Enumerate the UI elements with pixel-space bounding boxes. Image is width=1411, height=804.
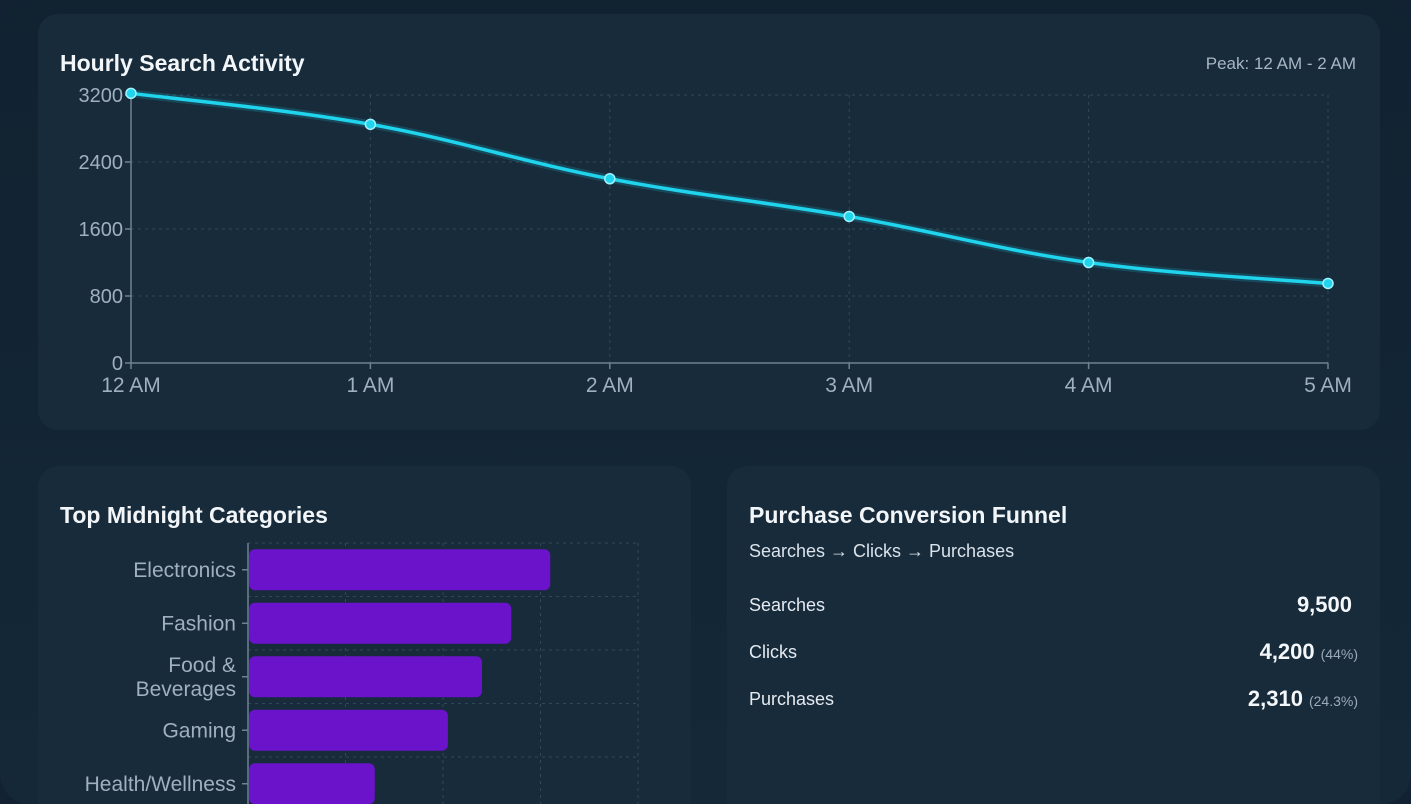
categories-title: Top Midnight Categories <box>60 502 328 528</box>
data-point <box>125 87 137 100</box>
x-tick-label: 12 AM <box>101 374 161 397</box>
hourly-search-card: Hourly Search Activity Peak: 12 AM - 2 A… <box>38 14 1380 430</box>
hourly-search-title: Hourly Search Activity <box>60 50 305 76</box>
funnel-title: Purchase Conversion Funnel <box>749 502 1068 528</box>
funnel-subtitle: Searches → Clicks → Purchases <box>749 541 1015 561</box>
y-tick-label: 1600 <box>79 219 124 241</box>
funnel-row-clicks: Clicks 4,200 (44%) <box>749 637 1358 667</box>
y-tick-label: 2400 <box>79 152 124 174</box>
x-tick-label: 3 AM <box>825 374 873 397</box>
bar <box>249 709 448 751</box>
x-tick-label: 2 AM <box>586 374 634 397</box>
funnel-row-label: Clicks <box>749 641 797 662</box>
funnel-row-purchases: Purchases 2,310 (24.3%) <box>749 684 1358 714</box>
bar <box>249 656 482 698</box>
funnel-row-label: Purchases <box>749 688 835 709</box>
y-tick-label: 3200 <box>79 85 124 107</box>
x-tick-label: 5 AM <box>1304 374 1352 397</box>
categories-bar-chart: Electronics Fashion Food & Beverages Gaming H… <box>85 542 639 804</box>
data-point <box>604 173 616 185</box>
bar <box>249 763 375 804</box>
category-label: Food & Beverages <box>136 654 236 701</box>
data-point <box>843 210 855 223</box>
funnel-row-searches: Searches 9,500 <box>749 590 1358 620</box>
category-label: Health/Wellness <box>85 773 236 796</box>
funnel-row-value: 2,310 <box>1247 686 1303 711</box>
series-line <box>130 91 1329 286</box>
series-line-glow <box>130 89 1329 288</box>
bar <box>249 602 512 644</box>
x-tick-label: 4 AM <box>1065 374 1113 397</box>
y-tick-label: 0 <box>112 353 123 375</box>
hourly-search-line-chart: 0 800 1600 2400 3200 12 AM 1 AM 2 AM 3 AM 4 AM 5 A… <box>79 85 1352 397</box>
data-point <box>1322 277 1334 290</box>
categories-card: Top Midnight Categories Electronics Fashi… <box>38 466 691 804</box>
category-label: Gaming <box>162 719 236 742</box>
funnel-row-label: Searches <box>749 594 826 615</box>
funnel-row-value: 9,500 <box>1296 592 1352 617</box>
peak-label: Peak: 12 AM - 2 AM <box>1205 54 1356 73</box>
y-tick-label: 800 <box>90 286 123 308</box>
data-point <box>1082 256 1095 269</box>
x-tick-label: 1 AM <box>346 374 394 397</box>
data-point <box>364 118 377 131</box>
category-label: Fashion <box>161 612 236 635</box>
bar <box>249 549 551 591</box>
funnel-row-value: 4,200 <box>1259 639 1315 664</box>
funnel-row-pct: (24.3%) <box>1308 693 1358 709</box>
category-label: Electronics <box>133 559 236 582</box>
funnel-card: Purchase Conversion Funnel Searches → Cl… <box>727 466 1380 804</box>
funnel-row-pct: (44%) <box>1320 646 1358 662</box>
